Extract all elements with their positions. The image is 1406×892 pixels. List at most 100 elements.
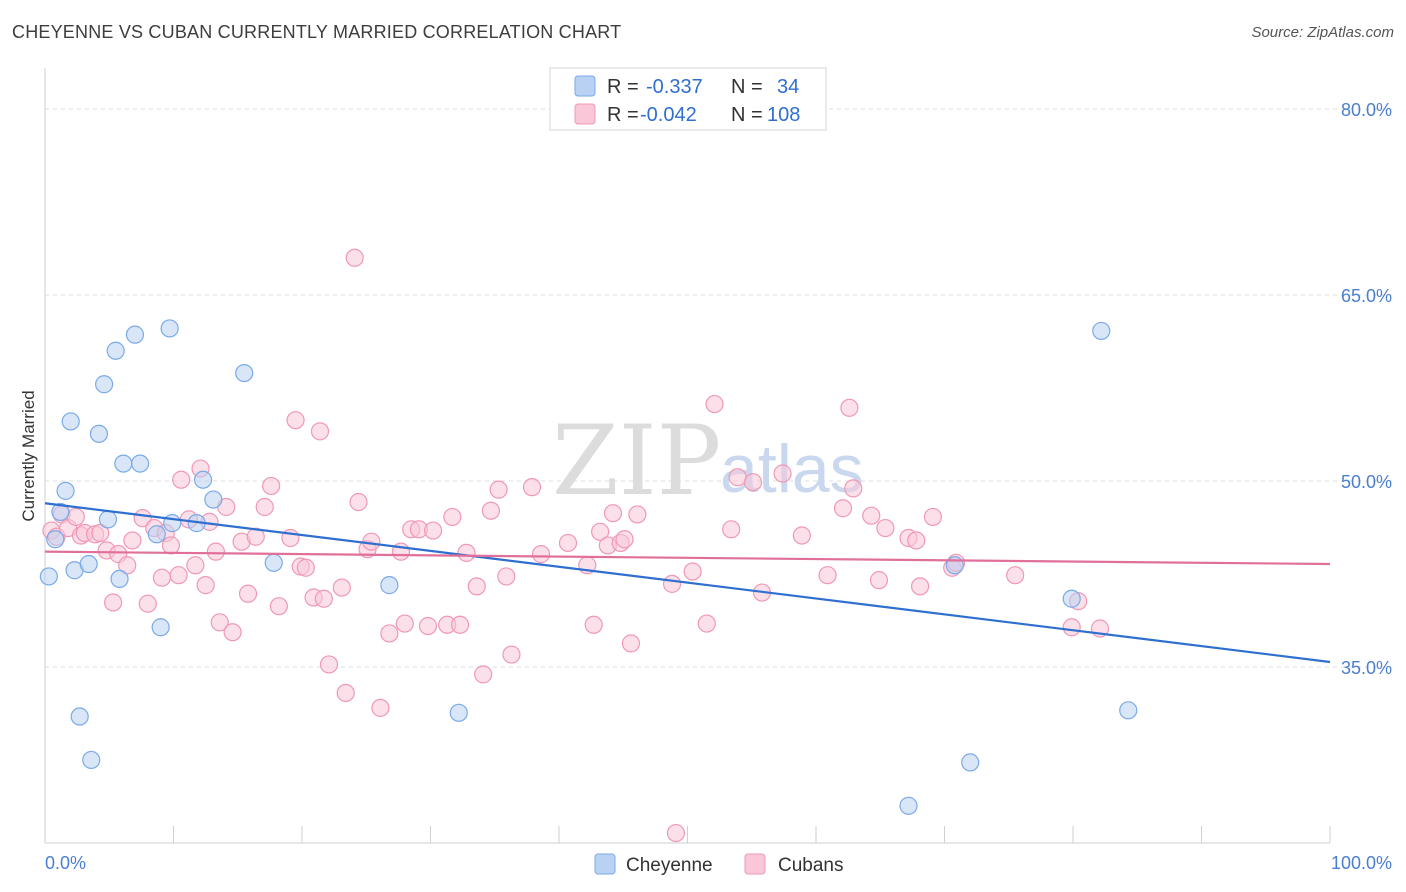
cubans-point [314,589,333,608]
cubans-point [262,476,281,496]
cheyenne-r-value: -0.337 [646,76,703,98]
cubans-point [123,531,142,550]
cubans-point [186,556,205,575]
cheyenne-trendline [44,502,1331,664]
cubans-point [467,577,486,596]
cubans-point [362,532,381,551]
cheyenne-point [82,750,101,770]
cubans-point [172,470,191,489]
cubans-point [907,531,926,550]
cheyenne-point [39,567,58,586]
cheyenne-point [95,375,114,394]
cubans-point [818,566,837,585]
axis-layer [44,68,1331,844]
cubans-point [310,422,330,441]
cubans-point [152,568,172,587]
cubans-point [474,665,493,684]
cubans-point [206,542,226,561]
cheyenne-point [147,525,166,544]
cheyenne-point [193,470,213,489]
cheyenne-point [79,554,98,574]
cubans-point [238,584,258,603]
cheyenne-point [98,510,118,529]
cheyenne-point [1119,701,1138,720]
cubans-r-value: -0.042 [640,104,697,126]
legend-cubans-swatch [744,853,766,875]
cubans-point [255,497,274,517]
cubans-point [869,571,889,590]
cheyenne-point [204,490,223,509]
cubans-point [66,507,85,527]
y-tick-label: 50.0% [1341,472,1392,492]
x-tick-label: 0.0% [45,853,86,873]
cubans-swatch [574,103,596,125]
cubans-point [450,615,470,634]
cheyenne-point [449,703,468,722]
cubans-point [862,506,881,525]
cheyenne-point [380,576,399,595]
cubans-point [722,520,741,539]
cubans-point [923,507,943,527]
cubans-point [1006,566,1025,585]
cubans-point [104,593,123,612]
cubans-point [286,411,305,430]
cubans-n-label: N = [731,104,763,126]
cubans-point [91,523,110,543]
cheyenne-n-value: 34 [777,76,799,98]
cubans-point [138,594,157,613]
legend-cubans-label: Cubans [778,855,844,876]
cheyenne-point [114,454,133,473]
cubans-point [196,576,215,595]
cheyenne-point [151,618,170,637]
cubans-point [628,505,647,524]
cheyenne-point [1092,321,1111,341]
cubans-point [223,623,242,642]
cubans-point [371,698,390,717]
cubans-point [773,464,792,483]
cheyenne-point [51,502,70,522]
cubans-point [743,473,763,492]
cubans-point [910,577,930,596]
cubans-point [683,562,702,581]
cubans-point [844,479,863,498]
cheyenne-point [70,707,89,726]
cubans-point [332,578,351,597]
cubans-point [792,526,811,545]
cheyenne-point [899,796,918,815]
y-tick-label: 65.0% [1341,286,1392,306]
cubans-point [443,507,462,527]
y-axis-label: Currently Married [19,390,38,521]
cheyenne-point [110,569,129,589]
cubans-point [349,492,368,512]
cubans-point [319,655,339,674]
cheyenne-point [125,325,145,344]
legend-cheyenne-swatch [594,853,616,875]
cubans-point [833,499,853,518]
cubans-point [118,556,137,575]
cubans-point [697,614,716,633]
series-legend: Cheyenne Cubans [594,853,844,876]
cheyenne-point [235,363,254,383]
cubans-point [269,597,288,616]
cubans-point [161,536,181,555]
chart-title: CHEYENNE VS CUBAN CURRENTLY MARRIED CORR… [12,22,622,42]
cubans-trendline [44,550,1331,566]
cubans-point [531,545,551,564]
cheyenne-point [264,553,283,572]
cubans-point [345,248,364,267]
cubans-point [522,478,542,497]
cheyenne-point [89,424,109,443]
watermark: ZIP atlas [552,405,864,517]
cubans-point [418,616,438,636]
cubans-point [666,823,686,843]
legend-cheyenne-label: Cheyenne [626,855,713,876]
cubans-point [558,533,578,553]
cheyenne-point [106,341,125,360]
cubans-point [380,624,399,643]
trend-layer [44,502,1331,664]
cubans-point [603,504,623,523]
cubans-point [457,543,476,562]
cubans-point [497,567,516,586]
cubans-point [210,613,229,632]
cheyenne-point [56,481,75,500]
